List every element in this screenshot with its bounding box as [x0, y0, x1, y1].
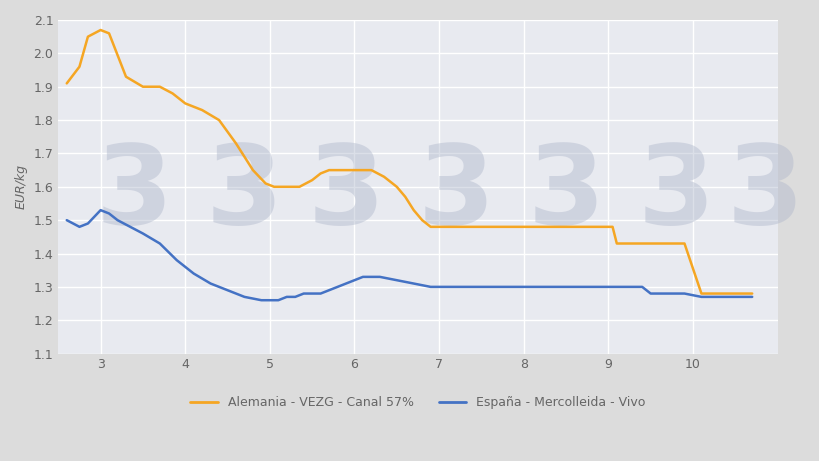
Alemania - VEZG - Canal 57%: [662, 241, 672, 246]
España - Mercolleida - Vivo: [75, 224, 84, 230]
Text: 3: 3: [206, 140, 283, 247]
Text: 3: 3: [636, 140, 714, 247]
España - Mercolleida - Vivo: [603, 284, 613, 290]
España - Mercolleida - Vivo: [442, 284, 452, 290]
Text: 3: 3: [417, 140, 494, 247]
Text: 3: 3: [307, 140, 384, 247]
Alemania - VEZG - Canal 57%: [260, 181, 270, 186]
Alemania - VEZG - Canal 57%: [61, 81, 71, 86]
Line: España - Mercolleida - Vivo: España - Mercolleida - Vivo: [66, 210, 751, 300]
Text: 3: 3: [527, 140, 604, 247]
Alemania - VEZG - Canal 57%: [96, 27, 106, 33]
España - Mercolleida - Vivo: [476, 284, 486, 290]
Alemania - VEZG - Canal 57%: [730, 291, 740, 296]
España - Mercolleida - Vivo: [96, 207, 106, 213]
Text: 3: 3: [726, 140, 803, 247]
Line: Alemania - VEZG - Canal 57%: Alemania - VEZG - Canal 57%: [66, 30, 751, 294]
Alemania - VEZG - Canal 57%: [333, 167, 342, 173]
Text: 3: 3: [96, 140, 173, 247]
Legend: Alemania - VEZG - Canal 57%, España - Mercolleida - Vivo: Alemania - VEZG - Canal 57%, España - Me…: [185, 391, 649, 414]
España - Mercolleida - Vivo: [509, 284, 519, 290]
Alemania - VEZG - Canal 57%: [155, 84, 165, 89]
Alemania - VEZG - Canal 57%: [695, 291, 705, 296]
Alemania - VEZG - Canal 57%: [214, 117, 224, 123]
España - Mercolleida - Vivo: [61, 218, 71, 223]
Alemania - VEZG - Canal 57%: [746, 291, 756, 296]
Y-axis label: EUR/kg: EUR/kg: [15, 164, 28, 209]
España - Mercolleida - Vivo: [746, 294, 756, 300]
España - Mercolleida - Vivo: [256, 297, 266, 303]
España - Mercolleida - Vivo: [324, 288, 333, 293]
